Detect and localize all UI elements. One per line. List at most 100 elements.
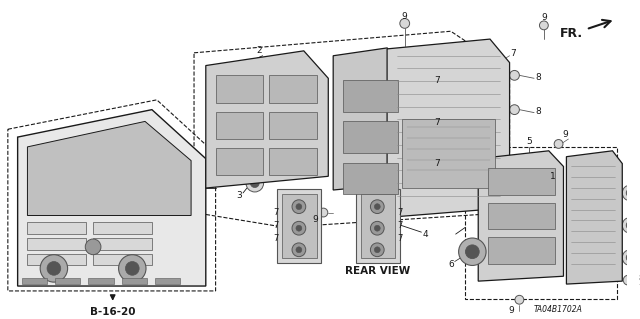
Circle shape — [85, 239, 101, 255]
Circle shape — [622, 185, 638, 201]
Bar — [356, 189, 400, 263]
Text: FR.: FR. — [560, 27, 583, 40]
Text: REAR VIEW: REAR VIEW — [345, 266, 410, 276]
Bar — [216, 75, 262, 103]
Circle shape — [626, 189, 634, 197]
Bar — [55, 278, 81, 284]
Bar — [269, 112, 317, 139]
Bar — [343, 163, 398, 194]
Polygon shape — [333, 48, 406, 190]
Circle shape — [417, 79, 426, 87]
Polygon shape — [28, 122, 191, 215]
Polygon shape — [18, 110, 206, 286]
Circle shape — [413, 158, 429, 173]
Circle shape — [292, 200, 306, 213]
Text: 7: 7 — [397, 208, 403, 217]
Text: 7: 7 — [434, 118, 440, 127]
Circle shape — [623, 275, 633, 285]
Bar — [88, 278, 114, 284]
Circle shape — [626, 254, 634, 262]
Circle shape — [417, 162, 426, 169]
Polygon shape — [566, 151, 622, 284]
Circle shape — [622, 218, 638, 233]
Circle shape — [374, 204, 380, 210]
Bar — [343, 80, 398, 112]
Circle shape — [250, 179, 259, 188]
Text: 8: 8 — [638, 274, 640, 283]
Bar — [269, 75, 317, 103]
Polygon shape — [478, 151, 563, 281]
Text: 8: 8 — [535, 107, 541, 116]
Circle shape — [374, 225, 380, 231]
Circle shape — [400, 19, 410, 28]
Text: 7: 7 — [434, 76, 440, 85]
Text: 4: 4 — [422, 230, 428, 239]
Text: 7: 7 — [397, 234, 403, 242]
Polygon shape — [387, 39, 509, 218]
Circle shape — [246, 174, 264, 192]
Text: B-16-20: B-16-20 — [90, 307, 136, 316]
Bar — [93, 222, 152, 234]
Text: 7: 7 — [639, 219, 640, 228]
Text: 7: 7 — [639, 251, 640, 260]
Circle shape — [47, 262, 61, 275]
Text: 7: 7 — [638, 285, 640, 293]
Bar — [28, 222, 86, 234]
Circle shape — [319, 208, 328, 217]
Circle shape — [118, 255, 146, 282]
Bar — [28, 238, 86, 250]
Text: 1: 1 — [550, 172, 556, 181]
Text: 7: 7 — [274, 221, 279, 230]
Circle shape — [413, 116, 429, 132]
Circle shape — [509, 70, 520, 80]
Circle shape — [371, 243, 384, 257]
Circle shape — [540, 21, 548, 30]
Text: 9: 9 — [402, 12, 408, 21]
Bar — [465, 147, 618, 299]
Circle shape — [622, 250, 638, 265]
Circle shape — [125, 262, 139, 275]
Circle shape — [292, 221, 306, 235]
Text: 7: 7 — [511, 49, 516, 58]
Circle shape — [459, 238, 486, 265]
Circle shape — [371, 221, 384, 235]
Bar — [343, 122, 398, 153]
Circle shape — [417, 121, 426, 128]
Text: 9: 9 — [563, 130, 568, 139]
Text: 7: 7 — [639, 187, 640, 196]
Bar — [93, 254, 152, 265]
Bar — [216, 148, 262, 175]
Text: 7: 7 — [397, 221, 403, 230]
Bar — [488, 203, 555, 229]
Circle shape — [296, 204, 302, 210]
Text: 6: 6 — [448, 260, 454, 269]
Text: 7: 7 — [434, 159, 440, 168]
Bar — [488, 168, 555, 195]
Text: 5: 5 — [526, 137, 532, 146]
Circle shape — [374, 247, 380, 253]
Text: 3: 3 — [236, 191, 242, 200]
Circle shape — [413, 75, 429, 91]
Bar — [488, 237, 555, 263]
Text: TA04B1702A: TA04B1702A — [534, 305, 583, 314]
Bar — [402, 119, 495, 188]
Bar — [282, 194, 317, 258]
Text: 8: 8 — [535, 73, 541, 82]
Circle shape — [296, 225, 302, 231]
Bar — [277, 189, 321, 263]
Circle shape — [40, 255, 68, 282]
Circle shape — [509, 105, 520, 115]
Circle shape — [465, 245, 479, 259]
Circle shape — [292, 243, 306, 257]
Circle shape — [296, 247, 302, 253]
Bar — [360, 194, 395, 258]
Text: 7: 7 — [274, 208, 279, 217]
Polygon shape — [206, 51, 328, 188]
Bar — [216, 112, 262, 139]
Circle shape — [554, 139, 563, 148]
Text: 9: 9 — [509, 306, 515, 315]
Bar — [28, 254, 86, 265]
Bar — [155, 278, 180, 284]
Bar — [122, 278, 147, 284]
Text: 9: 9 — [313, 215, 319, 224]
